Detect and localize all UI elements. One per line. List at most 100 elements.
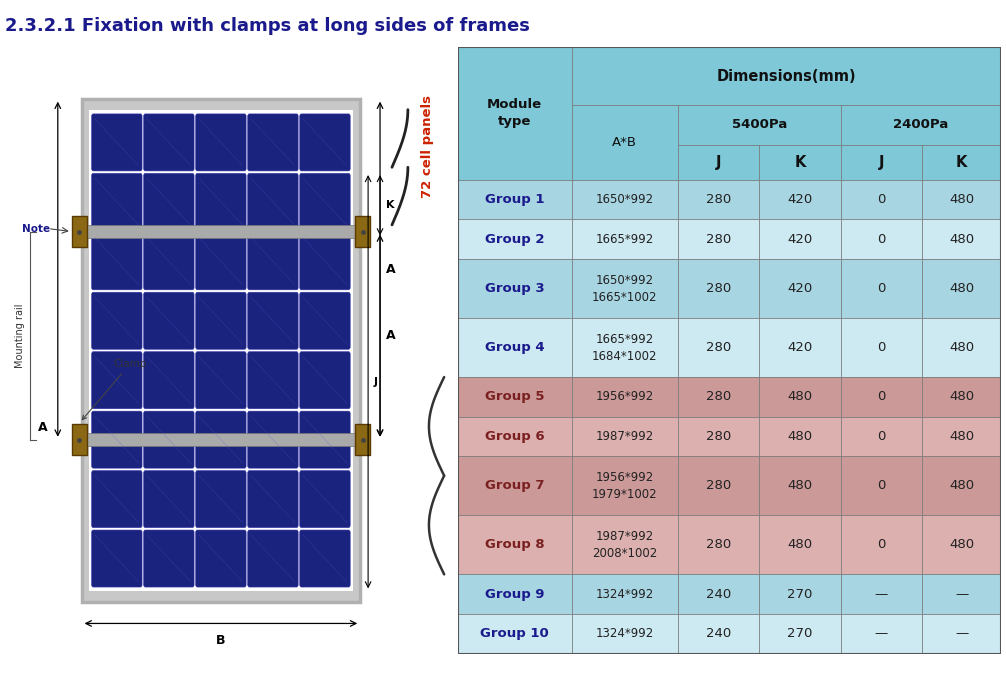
- Bar: [678, 180, 760, 220]
- Text: 0: 0: [877, 430, 885, 443]
- FancyBboxPatch shape: [196, 411, 246, 468]
- Text: J: J: [374, 377, 378, 387]
- Bar: [678, 516, 760, 574]
- Bar: [678, 574, 760, 614]
- Text: 1650*992
1665*1002: 1650*992 1665*1002: [592, 274, 658, 304]
- Bar: [841, 105, 1001, 144]
- FancyBboxPatch shape: [247, 114, 298, 171]
- Bar: [841, 614, 923, 654]
- FancyBboxPatch shape: [300, 293, 350, 349]
- Text: Group 1: Group 1: [485, 193, 544, 206]
- Text: 280: 280: [706, 479, 731, 493]
- Bar: [571, 456, 678, 516]
- FancyBboxPatch shape: [92, 530, 142, 587]
- Text: 240: 240: [706, 588, 731, 601]
- Bar: [458, 417, 571, 456]
- Text: Module
type: Module type: [487, 98, 542, 129]
- Text: 0: 0: [877, 390, 885, 404]
- Text: —: —: [955, 588, 968, 601]
- FancyBboxPatch shape: [92, 352, 142, 408]
- Bar: [678, 318, 760, 377]
- Text: 5400Pa: 5400Pa: [731, 118, 787, 131]
- Text: 420: 420: [788, 193, 813, 206]
- FancyBboxPatch shape: [355, 425, 370, 455]
- Bar: [760, 377, 841, 417]
- FancyBboxPatch shape: [144, 470, 194, 528]
- Text: 270: 270: [788, 588, 813, 601]
- Text: 1956*992
1979*1002: 1956*992 1979*1002: [592, 471, 658, 501]
- Bar: [841, 377, 923, 417]
- Text: Note: Note: [22, 224, 50, 234]
- FancyBboxPatch shape: [196, 114, 246, 171]
- Bar: [678, 105, 841, 144]
- Text: 480: 480: [788, 539, 813, 551]
- FancyBboxPatch shape: [196, 233, 246, 290]
- Text: 240: 240: [706, 627, 731, 640]
- FancyBboxPatch shape: [196, 352, 246, 408]
- Text: 1956*992: 1956*992: [596, 390, 654, 404]
- Text: —: —: [875, 627, 888, 640]
- Text: 1650*992: 1650*992: [596, 193, 654, 206]
- Bar: [923, 377, 1001, 417]
- Bar: [678, 259, 760, 318]
- Text: Clamp: Clamp: [82, 359, 147, 420]
- FancyBboxPatch shape: [144, 173, 194, 231]
- Bar: [760, 574, 841, 614]
- Bar: [841, 220, 923, 259]
- Bar: [841, 144, 923, 180]
- Text: 480: 480: [788, 430, 813, 443]
- FancyBboxPatch shape: [196, 530, 246, 587]
- Bar: [760, 614, 841, 654]
- Text: 480: 480: [949, 341, 974, 354]
- Bar: [571, 417, 678, 456]
- Text: Group 7: Group 7: [485, 479, 544, 493]
- Bar: [571, 614, 678, 654]
- FancyBboxPatch shape: [300, 173, 350, 231]
- Bar: [458, 456, 571, 516]
- Text: 1987*992: 1987*992: [596, 430, 654, 443]
- Bar: [923, 574, 1001, 614]
- Bar: [760, 516, 841, 574]
- Text: Mounting rail: Mounting rail: [15, 303, 25, 368]
- Bar: [89, 110, 353, 591]
- FancyBboxPatch shape: [247, 352, 298, 408]
- FancyBboxPatch shape: [300, 114, 350, 171]
- Text: 0: 0: [877, 539, 885, 551]
- Bar: [760, 180, 841, 220]
- FancyBboxPatch shape: [247, 233, 298, 290]
- Text: 1324*992: 1324*992: [596, 588, 654, 601]
- Text: 480: 480: [949, 193, 974, 206]
- Text: Group 9: Group 9: [485, 588, 544, 601]
- Bar: [841, 456, 923, 516]
- Text: 280: 280: [706, 430, 731, 443]
- Text: 270: 270: [788, 627, 813, 640]
- Text: Group 5: Group 5: [485, 390, 544, 404]
- Bar: [571, 180, 678, 220]
- Text: Group 6: Group 6: [485, 430, 544, 443]
- FancyBboxPatch shape: [92, 233, 142, 290]
- FancyBboxPatch shape: [92, 470, 142, 528]
- FancyBboxPatch shape: [247, 470, 298, 528]
- Text: 1324*992: 1324*992: [596, 627, 654, 640]
- Bar: [760, 456, 841, 516]
- Text: K: K: [795, 154, 806, 170]
- Text: A: A: [386, 329, 395, 342]
- FancyBboxPatch shape: [247, 411, 298, 468]
- Text: A*B: A*B: [613, 135, 637, 149]
- FancyBboxPatch shape: [92, 411, 142, 468]
- Bar: [841, 180, 923, 220]
- Text: —: —: [955, 627, 968, 640]
- Bar: [458, 516, 571, 574]
- FancyBboxPatch shape: [92, 293, 142, 349]
- Text: 420: 420: [788, 282, 813, 295]
- Text: K: K: [386, 200, 394, 210]
- Bar: [923, 516, 1001, 574]
- Text: K: K: [956, 154, 968, 170]
- Bar: [923, 318, 1001, 377]
- Bar: [571, 105, 678, 180]
- Bar: [841, 516, 923, 574]
- Text: Group 8: Group 8: [485, 539, 544, 551]
- Bar: [923, 144, 1001, 180]
- Bar: [571, 47, 1001, 105]
- Bar: [678, 614, 760, 654]
